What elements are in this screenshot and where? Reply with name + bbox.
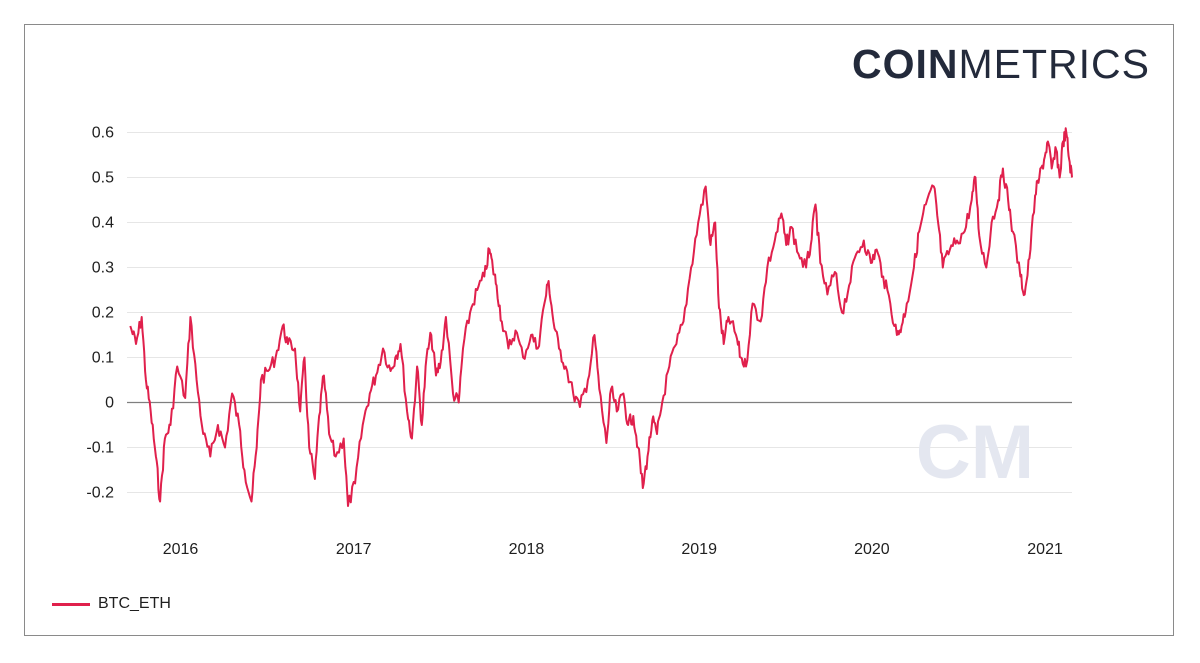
y-tick-label: 0 (105, 395, 114, 412)
x-tick-label: 2020 (854, 541, 890, 558)
x-tick-label: 2016 (163, 541, 199, 558)
y-tick-label: 0.5 (92, 170, 114, 187)
y-tick-label: 0.1 (92, 350, 114, 367)
grid-lines (127, 132, 1072, 493)
x-tick-label: 2019 (681, 541, 717, 558)
logo-light-text: METRICS (958, 41, 1150, 87)
legend-label-btc-eth: BTC_ETH (98, 595, 171, 612)
x-tick-label: 2021 (1027, 541, 1063, 558)
y-tick-label: 0.6 (92, 125, 114, 142)
series-line-btc-eth (129, 127, 1073, 507)
x-axis-tick-labels: 2016 2017 2018 2019 2020 2021 (163, 541, 1063, 558)
legend[interactable]: BTC_ETH (52, 595, 171, 613)
x-tick-label: 2018 (509, 541, 545, 558)
logo-bold-text: COIN (852, 41, 959, 87)
y-tick-label: 0.2 (92, 305, 114, 322)
y-axis-tick-labels: -0.2 -0.1 0 0.1 0.2 0.3 0.4 0.5 0.6 (86, 125, 114, 502)
y-tick-label: -0.1 (86, 440, 114, 457)
legend-swatch-btc-eth (52, 602, 90, 606)
chart-frame (24, 24, 1174, 636)
x-tick-label: 2017 (336, 541, 372, 558)
cm-watermark: CM (916, 410, 1034, 495)
watermark-text: CM (916, 410, 1034, 495)
y-tick-label: 0.3 (92, 260, 114, 277)
coinmetrics-logo: COINMETRICS (852, 44, 1150, 85)
y-tick-label: 0.4 (92, 215, 114, 232)
y-tick-label: -0.2 (86, 485, 114, 502)
